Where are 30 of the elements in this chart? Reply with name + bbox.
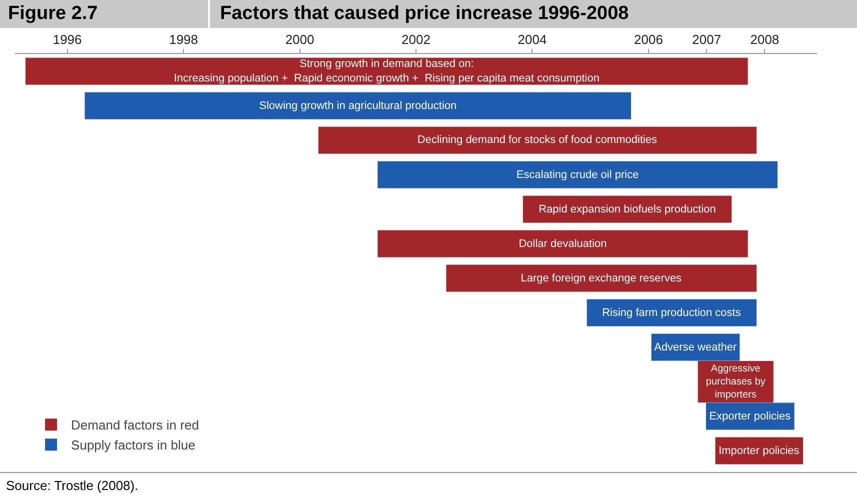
bar (378, 161, 778, 188)
y-tick-label: Aggressive purchases by importers (706, 363, 766, 400)
bar (84, 92, 632, 120)
y-tick-label: Dollar devaluation (518, 238, 607, 250)
bar (378, 230, 748, 258)
y-tick-label: Adverse weather (654, 341, 737, 354)
x-tick-label: 2004 (518, 32, 547, 47)
x-tick-label: 2000 (285, 32, 314, 47)
y-tick-label: Escalating crude oil price (516, 168, 639, 181)
x-tick-label: 1996 (52, 32, 82, 47)
y-tick-label: Strong growth in demand based on: Increasing population + Rapid economic growth + Rising per capita meat consumption (174, 58, 600, 84)
x-tick-label: 2007 (692, 32, 722, 47)
legend-label: Supply factors in blue (71, 438, 196, 453)
bar (446, 264, 757, 292)
x-tick-label: 1998 (169, 32, 198, 47)
bar (318, 126, 757, 154)
y-tick-label: Declining demand for stocks of food commodities (417, 134, 658, 146)
x-tick-label: 2006 (634, 32, 663, 47)
y-tick-label: Slowing growth in agricultural production (259, 100, 457, 112)
source-note: Source: Trostle (2008). (0, 472, 857, 495)
legend-label: Demand factors in red (71, 418, 199, 433)
y-tick-label: Exporter policies (709, 410, 792, 422)
y-tick-label: Importer policies (718, 444, 800, 457)
chart-subtitle: Figure 2.7 (0, 0, 210, 29)
y-tick-label: Rapid expansion biofuels production (538, 203, 716, 216)
x-tick-label: 2002 (402, 32, 430, 47)
y-tick-label: Rising farm production costs (602, 306, 742, 319)
x-tick-label: 2008 (750, 32, 780, 47)
chart-title: Factors that caused price increase 1996-2008 (219, 3, 629, 25)
y-tick-label: Large foreign exchange reserves (520, 272, 682, 284)
